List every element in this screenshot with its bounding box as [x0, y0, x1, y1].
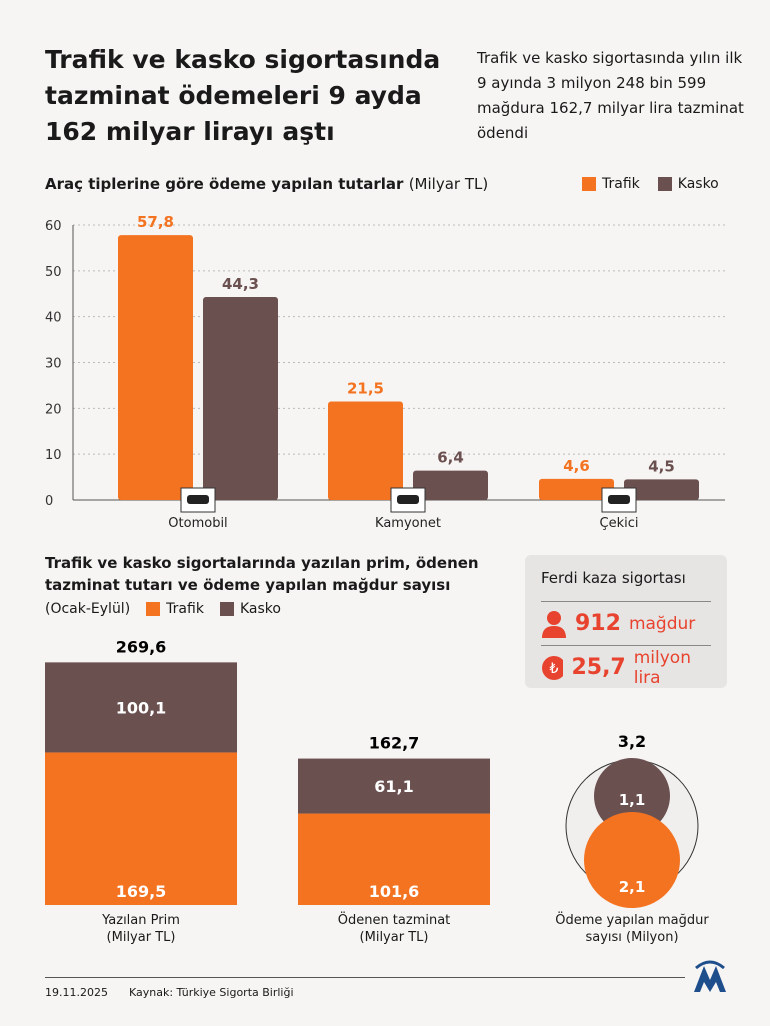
y-tick-label: 10 [45, 448, 62, 463]
vehicle-bar-chart: 0 10 20 30 40 50 60 57,8 44,3 Otomobil 21,5 6,4 Kamy… [45, 213, 725, 531]
page-title: Trafik ve kasko sigortasında tazminat öd… [45, 45, 441, 146]
chart2-legend: (Ocak-Eylül) Trafik Kasko [45, 601, 281, 617]
legend-trafik: Trafik [602, 176, 640, 192]
footer-date: 19.11.2025 [45, 986, 108, 999]
footer-source: Kaynak: Türkiye Sigorta Birliği [128, 986, 294, 999]
chart2-title: Trafik ve kasko sigortalarında yazılan p… [45, 554, 479, 594]
kasko-label: 61,1 [374, 777, 413, 796]
trafik-label: 169,5 [116, 882, 167, 901]
chart1-title: Araç tiplerine göre ödeme yapılan tutarl… [45, 175, 488, 193]
total-label: 269,6 [116, 637, 167, 656]
ferdi-victims: 912 [575, 611, 621, 636]
data-label: 4,5 [648, 457, 675, 475]
tow-truck-icon-glyph [608, 495, 630, 504]
y-tick-label: 50 [45, 265, 62, 280]
legend-swatch-kasko [657, 177, 672, 191]
ferdi-victims-unit: mağdur [628, 613, 696, 634]
caption-tazminat: Ödenen tazminat (Milyar TL) [294, 912, 494, 946]
stack-kasko [298, 758, 490, 814]
x-tick-label: Çekici [600, 516, 639, 531]
chart1-legend: Trafik Kasko [582, 176, 719, 192]
legend-kasko: Kasko [677, 176, 719, 192]
caption-magdur-text: Ödeme yapılan mağdur [555, 913, 709, 928]
bar-kasko [203, 296, 278, 500]
kasko-label: 100,1 [116, 698, 167, 717]
bar-trafik [328, 401, 403, 500]
chart2-period: (Ocak-Eylül) [45, 601, 131, 617]
x-tick-label: Otomobil [168, 516, 227, 531]
legend-swatch-trafik [582, 177, 596, 191]
truck-icon-glyph [397, 495, 419, 504]
caption-tazminat-unit: (Milyar TL) [359, 930, 429, 945]
stack-trafik [45, 752, 237, 905]
caption-prim-text: Yazılan Prim [102, 913, 180, 928]
data-label: 21,5 [347, 379, 384, 397]
caption-prim-unit: (Milyar TL) [106, 930, 176, 945]
y-tick-label: 0 [45, 494, 53, 509]
kasko-circle [594, 758, 670, 834]
y-tick-label: 30 [45, 357, 62, 372]
trafik-label: 2,1 [619, 878, 646, 896]
caption-tazminat-text: Ödenen tazminat [337, 913, 451, 928]
bar-kasko [624, 479, 699, 500]
ferdi-amount-unit: milyon lira [633, 647, 691, 688]
legend-kasko: Kasko [239, 601, 281, 617]
aa-logo [694, 960, 726, 992]
kasko-label: 1,1 [619, 791, 646, 809]
stack-kasko [45, 662, 237, 753]
legend-swatch-trafik [146, 602, 161, 616]
chart1-unit: (Milyar TL) [408, 175, 489, 193]
bar-trafik [539, 478, 614, 500]
data-label: 57,8 [137, 213, 174, 231]
ferdi-amount-row: ₺ 25,7 milyon lira [541, 645, 711, 689]
tow-truck-icon [601, 487, 637, 513]
person-icon [542, 610, 566, 638]
total-label: 162,7 [369, 734, 420, 753]
ferdi-amount: 25,7 [571, 655, 626, 680]
y-tick-label: 20 [45, 402, 62, 417]
legend-trafik: Trafik [166, 601, 204, 617]
x-tick-label: Kamyonet [375, 516, 441, 531]
stack-trafik [298, 813, 490, 905]
chart1-title-text: Araç tiplerine göre ödeme yapılan tutarl… [45, 175, 404, 193]
caption-prim: Yazılan Prim (Milyar TL) [41, 912, 241, 946]
trafik-label: 101,6 [369, 882, 420, 901]
footer-divider [45, 977, 685, 978]
car-icon-glyph [187, 495, 209, 504]
summary-chart: 269,6 100,1 169,5 162,7 61,1 101,6 3,2 1,1 2,1 [45, 637, 699, 908]
data-label: 6,4 [437, 449, 464, 467]
y-tick-label: 60 [45, 219, 62, 234]
caption-magdur: Ödeme yapılan mağdur sayısı (Milyon) [522, 912, 742, 946]
trafik-circle [584, 812, 680, 908]
bar-trafik [118, 235, 193, 501]
page-subtitle: Trafik ve kasko sigortasında yılın ilk 9… [477, 49, 744, 142]
footer: 19.11.2025 Kaynak: Türkiye Sigorta Birli… [45, 986, 294, 999]
data-label: 44,3 [222, 275, 259, 293]
ferdi-title: Ferdi kaza sigortası [541, 569, 686, 587]
svg-text:₺: ₺ [550, 661, 559, 677]
y-tick-label: 40 [45, 311, 62, 326]
lira-icon: ₺ [542, 655, 564, 680]
total-label: 3,2 [618, 732, 646, 751]
data-label: 4,6 [563, 457, 590, 475]
legend-swatch-kasko [219, 602, 234, 616]
bar-kasko [413, 470, 488, 500]
ferdi-victims-row: 912 mağdur [541, 601, 711, 645]
caption-magdur-unit: sayısı (Milyon) [585, 930, 679, 945]
ferdi-kaza-card: Ferdi kaza sigortası 912 mağdur ₺ 25,7 mil… [525, 555, 727, 688]
